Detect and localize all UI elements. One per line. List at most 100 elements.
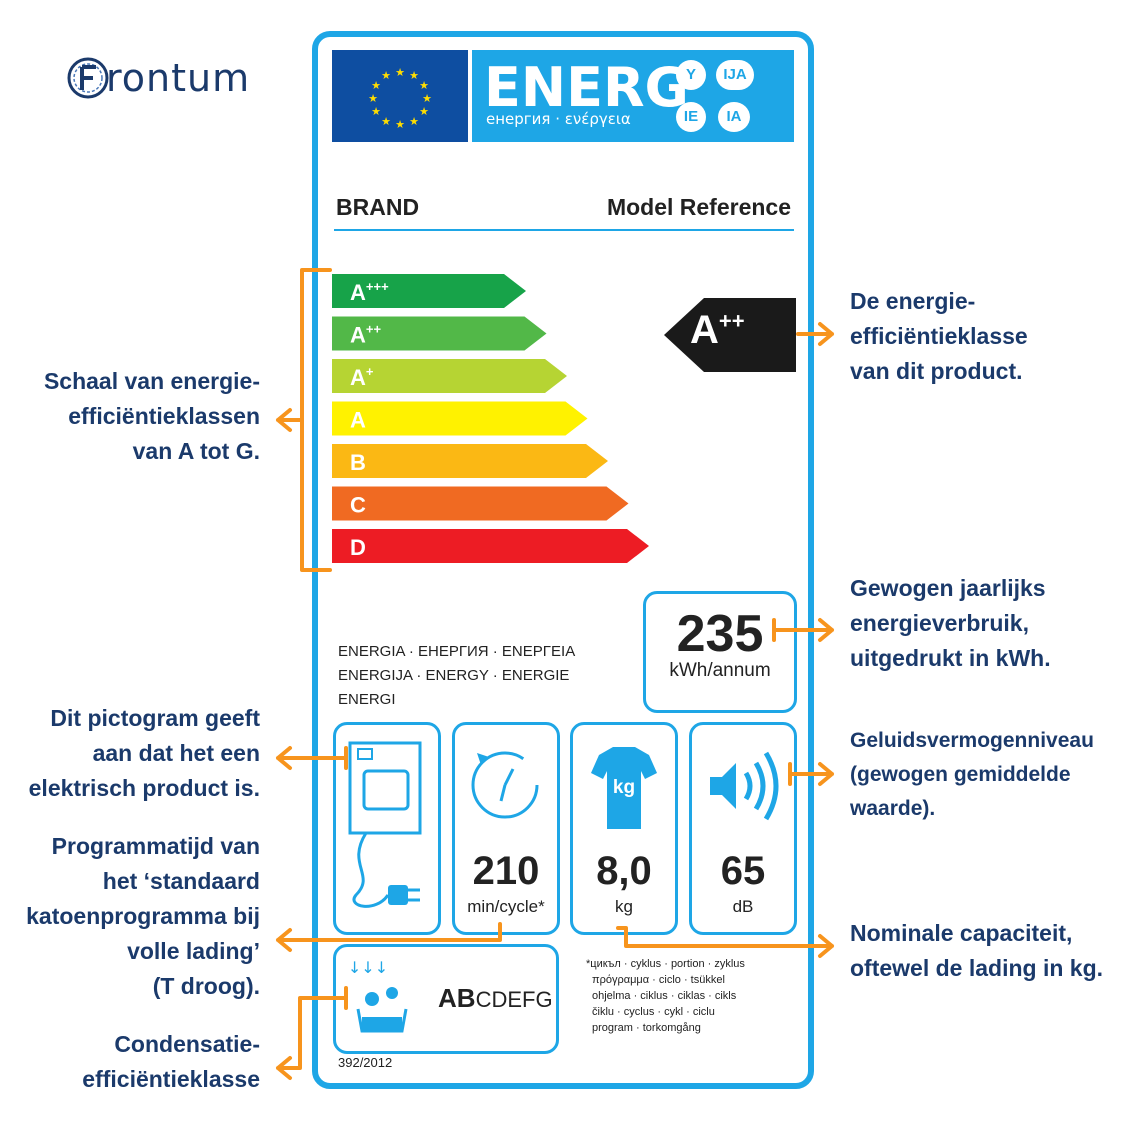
logo-f-icon (67, 57, 109, 99)
efficiency-bar (332, 401, 588, 436)
capacity-value: 8,0 (596, 849, 652, 893)
annotation-line: van A tot G. (132, 438, 260, 464)
svg-text:↓↓↓: ↓↓↓ (348, 958, 388, 977)
annotation-line: aan dat het een (92, 740, 260, 766)
rating-sup: ++ (718, 308, 745, 334)
tshirt-icon (591, 747, 657, 829)
noise-unit: dB (732, 897, 754, 916)
annotation-line: Nominale capaciteit, (850, 920, 1073, 946)
consumption-unit: kWh/annum (669, 660, 771, 681)
rating-class: A++ (690, 308, 745, 353)
speaker-icon (710, 751, 779, 821)
efficiency-bar (332, 529, 649, 563)
rating-letter: A (690, 308, 719, 352)
capacity-unit: kg (615, 897, 633, 916)
svg-text:★: ★ (395, 118, 405, 131)
logo-text: rontum (106, 56, 251, 100)
rating-arrow: A++ (664, 298, 798, 377)
annotation-scale: Schaal van energie- efficiëntieklassen v… (44, 364, 260, 469)
annotation-condensation: Condensatie- efficiëntieklasse (82, 1027, 260, 1097)
annotation-line: van dit product. (850, 358, 1023, 384)
electric-pictogram-box (333, 722, 441, 935)
annotation-line: het ‘standaard (102, 868, 260, 894)
annotation-line: (gewogen gemiddelde (850, 763, 1071, 786)
energ-subtitle: енергия · ενέργεια (486, 110, 631, 128)
energ-title: ENERG (484, 56, 689, 119)
condensation-classes: ABCDEFG (438, 983, 553, 1014)
svg-text:★: ★ (395, 66, 405, 79)
svg-text:★: ★ (371, 79, 381, 92)
svg-text:★: ★ (368, 92, 378, 105)
noise-value: 65 (720, 849, 766, 893)
condensation-class-highlight: AB (438, 983, 476, 1013)
efficiency-bar-label: C (350, 493, 366, 518)
efficiency-bar (332, 316, 547, 351)
eu-stars-icon: ★ ★★ ★★★ ★★★ ★★★ (368, 66, 432, 131)
annotation-line: (T droog). (152, 973, 260, 999)
annotation-capacity: Nominale capaciteit, oftewel de lading i… (850, 916, 1103, 986)
energy-words-line: ENERGI (338, 691, 396, 708)
energy-words-line: ENERGIJA · ENERGY · ENERGIE (338, 667, 570, 684)
footnote-line: *цикъл · cyklus · portion · zyklus (586, 958, 745, 970)
annotation-line: Programmatijd van (51, 833, 260, 859)
lang-circle-ie: IE (676, 102, 706, 132)
model-reference: Model Reference (606, 194, 791, 220)
lang-circle-y: Y (676, 60, 706, 90)
efficiency-scale-bars: A+++A++A+ABCD (332, 274, 649, 563)
tshirt-kg-text: kg (612, 777, 636, 798)
annotation-noise: Geluidsvermogenniveau (gewogen gemiddeld… (850, 724, 1094, 826)
lang-circle-ija: IJA (716, 60, 754, 90)
brand-name: BRAND (336, 194, 420, 220)
regulation-number: 392/2012 (338, 1055, 393, 1070)
program-time-box: 210 min/cycle* (452, 722, 560, 935)
program-time-unit: min/cycle* (467, 897, 545, 916)
annotation-line: oftewel de lading in kg. (850, 955, 1104, 981)
efficiency-bar (332, 444, 608, 478)
condensation-class-rest: CDEFG (475, 987, 553, 1012)
footnote-line: program · torkomgång (592, 1022, 701, 1034)
annotation-line: efficiëntieklasse (850, 323, 1028, 349)
energy-words-line: ENERGIA · ЕНЕРГИЯ · ΕΝΕΡΓΕΙΑ (338, 643, 576, 660)
eu-flag: ★ ★ ★ ★ ★ ★ ★ ★ ★ ★ ★ ★ (332, 50, 468, 142)
annotation-line: uitgedrukt in kWh. (850, 645, 1051, 671)
svg-text:★: ★ (419, 105, 429, 118)
annotation-line: katoenprogramma bij (26, 903, 260, 929)
annotation-line: Schaal van energie- (43, 368, 260, 394)
annotation-line: efficiëntieklassen (68, 403, 260, 429)
consumption-value: 235 (676, 605, 764, 663)
efficiency-bar (332, 359, 567, 393)
annotation-line: volle lading’ (127, 938, 260, 964)
svg-text:★: ★ (409, 69, 419, 82)
condensation-box: ↓↓↓ ABCDEFG (333, 944, 559, 1054)
brand-divider (334, 229, 794, 231)
cycle-footnote: *цикъл · cyklus · portion · zyklus πρόγρ… (586, 956, 745, 1036)
efficiency-bar-label: B (350, 450, 366, 475)
annotation-program: Programmatijd van het ‘standaard katoenp… (26, 829, 260, 1004)
condensation-icon: ↓↓↓ (348, 958, 408, 1033)
program-time-value: 210 (472, 849, 540, 893)
svg-text:★: ★ (381, 115, 391, 128)
footnote-line: πρόγραμμα · ciclo · tsükkel (592, 974, 725, 986)
noise-box: 65 dB (689, 722, 797, 935)
svg-text:★: ★ (422, 92, 432, 105)
annotation-pictogram: Dit pictogram geeft aan dat het een elek… (29, 701, 260, 806)
efficiency-bar (332, 486, 629, 521)
annotation-line: De energie- (850, 288, 976, 314)
annotation-line: energieverbruik, (850, 610, 1029, 636)
footnote-line: ohjelma · ciklus · ciklas · cikls (592, 990, 737, 1002)
annotation-line: elektrisch product is. (28, 775, 260, 801)
annotation-line: Gewogen jaarlijks (850, 575, 1046, 601)
efficiency-bar (332, 274, 526, 308)
svg-text:★: ★ (381, 69, 391, 82)
annotation-consumption: Gewogen jaarlijks energieverbruik, uitge… (850, 571, 1051, 676)
annotation-class: De energie- efficiëntieklasse van dit pr… (850, 284, 1028, 389)
energ-header: ENERG енергия · ενέργεια Y IJA IE IA (472, 50, 794, 142)
energy-words: ENERGIA · ЕНЕРГИЯ · ΕΝΕΡΓΕΙΑ ENERGIJA · … (338, 640, 575, 712)
efficiency-bar-label: A (350, 408, 366, 433)
svg-text:★: ★ (419, 79, 429, 92)
annotation-line: Geluidsvermogenniveau (850, 729, 1094, 752)
lang-circle-ia: IA (718, 102, 750, 132)
annotation-line: waarde). (850, 797, 936, 820)
annotation-line: Dit pictogram geeft (50, 705, 260, 731)
